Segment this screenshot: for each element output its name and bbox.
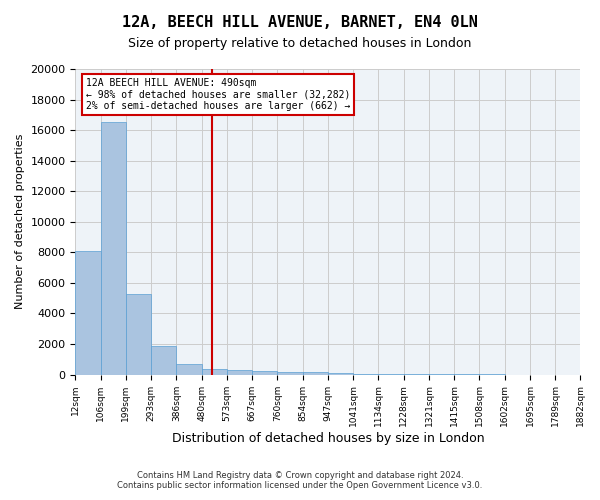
Bar	[176, 364, 202, 374]
X-axis label: Distribution of detached houses by size in London: Distribution of detached houses by size …	[172, 432, 484, 445]
Bar	[101, 122, 126, 374]
Bar	[302, 372, 328, 374]
Y-axis label: Number of detached properties: Number of detached properties	[15, 134, 25, 310]
Bar	[151, 346, 176, 374]
Bar	[227, 370, 252, 374]
Bar	[126, 294, 151, 374]
Bar	[252, 371, 277, 374]
Text: 12A, BEECH HILL AVENUE, BARNET, EN4 0LN: 12A, BEECH HILL AVENUE, BARNET, EN4 0LN	[122, 15, 478, 30]
Bar	[277, 372, 302, 374]
Text: Size of property relative to detached houses in London: Size of property relative to detached ho…	[128, 38, 472, 51]
Bar	[202, 369, 227, 374]
Bar	[76, 251, 101, 374]
Text: 12A BEECH HILL AVENUE: 490sqm
← 98% of detached houses are smaller (32,282)
2% o: 12A BEECH HILL AVENUE: 490sqm ← 98% of d…	[86, 78, 350, 112]
Text: Contains HM Land Registry data © Crown copyright and database right 2024.
Contai: Contains HM Land Registry data © Crown c…	[118, 470, 482, 490]
